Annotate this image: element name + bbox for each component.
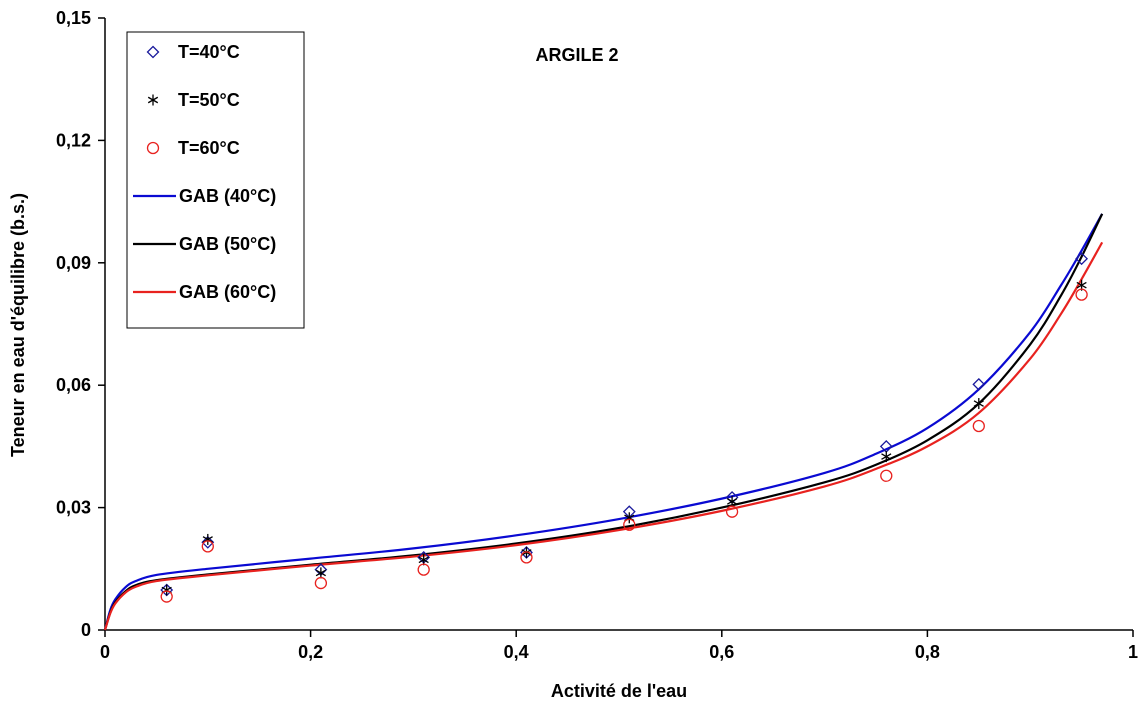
tick-marks (98, 17, 1134, 637)
legend-label: GAB (60°C) (179, 282, 276, 302)
data-point-series-2 (417, 563, 430, 576)
legend-item-5: GAB (60°C) (133, 282, 276, 302)
data-point-series-2 (314, 576, 328, 590)
y-tick-label: 0,12 (56, 130, 91, 150)
legend-item-1: T=50°C (147, 90, 240, 110)
legend: T=40°C T=50°C T=60°C GAB (40°C) GAB (50°C) GA… (126, 31, 305, 329)
legend-box (126, 31, 305, 329)
x-tick-label: 0,2 (298, 642, 323, 662)
data-point-series-0 (201, 535, 215, 549)
legend-item-2: T=60°C (146, 138, 240, 158)
tick-labels: 0 0,03 0,06 0,09 0,12 0,15 0 0,2 0,4 0,6 0,8 1 (56, 8, 1138, 662)
asterisk-stroke (881, 453, 892, 460)
legend-marker-swatch (146, 141, 160, 155)
series-line-4 (103, 213, 1104, 631)
x-tick-label: 0,6 (709, 642, 734, 662)
data-point-series-2 (160, 590, 173, 603)
x-axis-title: Activité de l'eau (551, 681, 687, 701)
legend-marker-swatch (146, 45, 160, 59)
legend-item-0: T=40°C (146, 42, 240, 62)
data-point-series-1 (315, 567, 326, 579)
data-point-series-1 (161, 584, 172, 596)
data-point-series-2 (623, 518, 636, 531)
x-tick-label: 0,8 (915, 642, 940, 662)
x-tick-label: 1 (1128, 642, 1138, 662)
y-axis-title: Teneur en eau d'équilibre (b.s.) (8, 193, 28, 457)
asterisk-stroke (418, 556, 429, 564)
chart-annotation: ARGILE 2 (535, 45, 618, 65)
legend-marker-swatch (147, 94, 159, 106)
data-point-series-0 (972, 377, 986, 391)
series-lines (103, 213, 1104, 631)
data-point-series-1 (973, 398, 984, 410)
asterisk-stroke (147, 96, 159, 104)
data-point-series-2 (1075, 288, 1088, 301)
asterisk-stroke (1076, 281, 1087, 289)
asterisk-stroke (726, 498, 738, 505)
legend-item-3: GAB (40°C) (133, 186, 276, 206)
legend-label: T=60°C (178, 138, 240, 158)
data-point-series-0 (1075, 252, 1089, 266)
legend-item-4: GAB (50°C) (133, 234, 276, 254)
asterisk-stroke (315, 569, 326, 577)
y-tick-label: 0,06 (56, 375, 91, 395)
data-point-series-1 (881, 451, 892, 463)
legend-label: GAB (50°C) (179, 234, 276, 254)
asterisk-stroke (973, 400, 984, 407)
legend-items: T=40°C T=50°C T=60°C GAB (40°C) GAB (50°C) GA… (133, 42, 276, 302)
data-point-series-2 (972, 419, 985, 433)
data-point-series-2 (880, 469, 893, 482)
y-tick-label: 0,15 (56, 8, 91, 28)
legend-label: T=40°C (178, 42, 240, 62)
legend-label: T=50°C (178, 90, 240, 110)
data-point-series-2 (725, 505, 739, 518)
x-tick-label: 0 (100, 642, 110, 662)
y-tick-label: 0 (81, 620, 91, 640)
data-point-series-1 (726, 495, 738, 507)
data-point-series-2 (201, 540, 214, 553)
axes (104, 18, 1133, 631)
data-point-series-2 (520, 551, 533, 564)
series-line-3 (103, 213, 1104, 631)
series-points (160, 252, 1089, 603)
y-tick-label: 0,03 (56, 498, 91, 518)
x-tick-label: 0,4 (504, 642, 529, 662)
series-line-5 (103, 241, 1104, 631)
legend-label: GAB (40°C) (179, 186, 276, 206)
y-tick-label: 0,09 (56, 253, 91, 273)
